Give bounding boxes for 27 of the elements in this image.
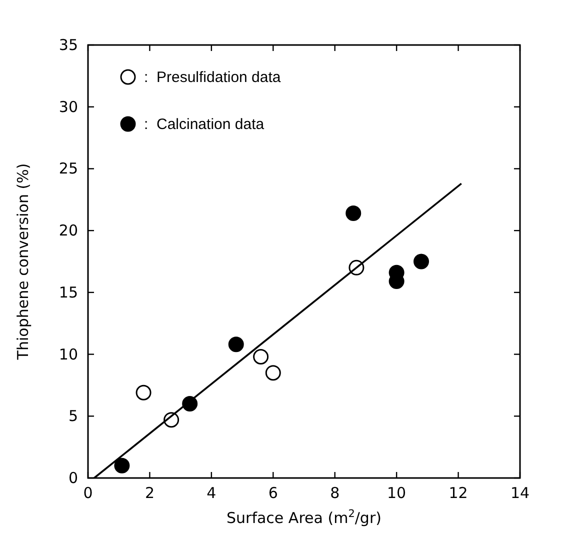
x-tick-label: 0 bbox=[83, 484, 93, 502]
y-axis-title: Thiophene conversion (%) bbox=[14, 163, 32, 361]
y-tick-label: 25 bbox=[58, 160, 78, 178]
y-tick-label: 0 bbox=[68, 469, 78, 487]
x-tick-label: 10 bbox=[387, 484, 406, 502]
y-tick-label: 35 bbox=[58, 36, 78, 54]
point bbox=[414, 254, 430, 270]
x-tick-label: 14 bbox=[510, 484, 530, 502]
y-tick-label: 30 bbox=[58, 98, 78, 116]
y-tick-label: 15 bbox=[58, 283, 78, 302]
point bbox=[346, 206, 362, 221]
legend-label: : Presulfidation data bbox=[144, 69, 282, 86]
x-axis-title: Surface Area (m$^{2}$/gr) bbox=[226, 508, 382, 527]
legend-label: : Calcination data bbox=[144, 116, 265, 133]
y-tick-label: 10 bbox=[58, 345, 78, 364]
point bbox=[265, 365, 281, 381]
y-tick-label: 5 bbox=[68, 407, 78, 426]
x-tick-label: 2 bbox=[144, 484, 154, 502]
x-tick-label: 6 bbox=[268, 484, 278, 502]
x-tick-label: 4 bbox=[206, 484, 216, 502]
y-tick-label: 20 bbox=[58, 222, 78, 240]
x-tick-label: 12 bbox=[448, 484, 468, 502]
x-tick-label: 8 bbox=[330, 484, 340, 502]
point bbox=[253, 349, 269, 365]
point bbox=[228, 336, 244, 352]
point bbox=[136, 384, 152, 400]
point bbox=[114, 458, 130, 474]
